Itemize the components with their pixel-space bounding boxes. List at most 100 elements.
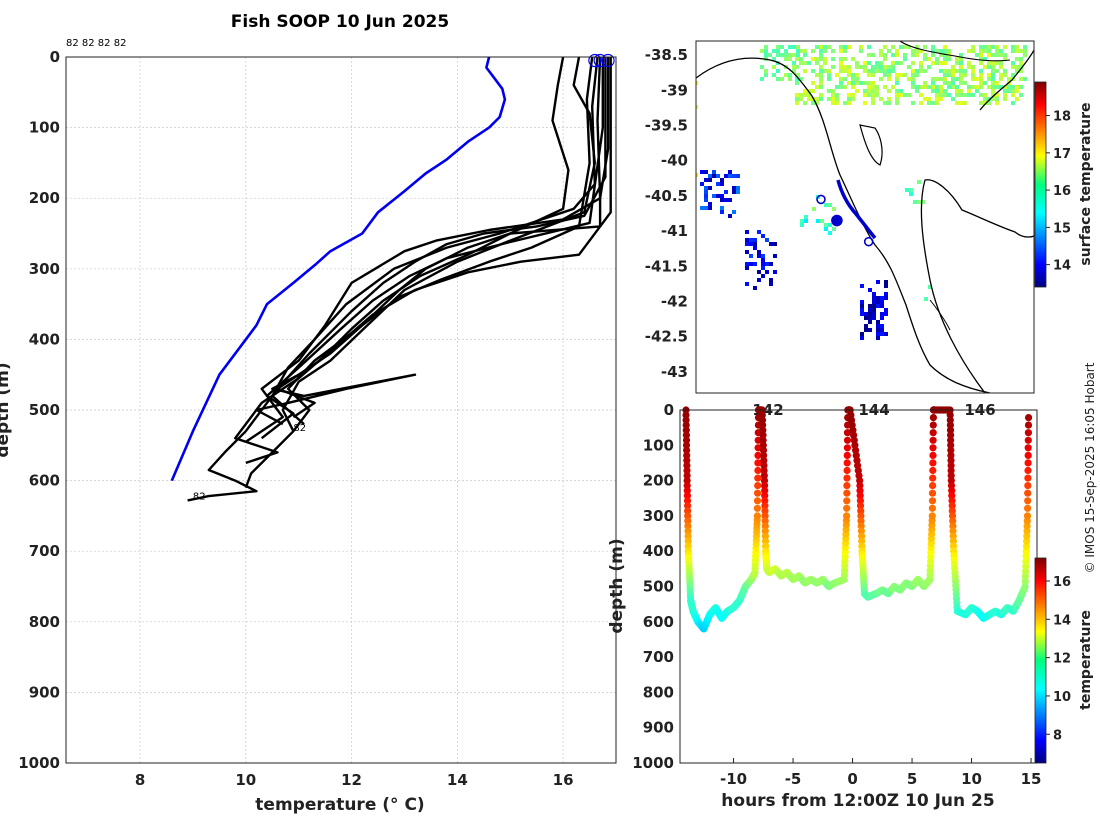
sst-pixel — [860, 312, 864, 316]
profile-annotations: 82 82 — [193, 423, 306, 502]
sst-pixel — [776, 69, 780, 73]
sst-pixel — [884, 280, 888, 284]
sst-pixel — [907, 93, 911, 97]
sst-pixel — [951, 81, 955, 85]
depth-time-point — [762, 542, 770, 550]
sst-pixel — [704, 190, 708, 194]
sst-pixel — [757, 254, 761, 258]
sst-pixel — [887, 69, 891, 73]
sst-pixel — [860, 336, 864, 340]
sst-pixel — [963, 81, 967, 85]
depth-time-point — [754, 489, 762, 497]
sst-pixel — [803, 93, 807, 97]
sst-pixel — [923, 69, 927, 73]
map-lat-tick: -42 — [661, 292, 688, 310]
depth-time-point — [857, 512, 865, 520]
sst-pixels — [696, 45, 1027, 340]
sst-pixel — [1011, 65, 1015, 69]
sst-pixel — [935, 57, 939, 61]
depth-time-point — [683, 492, 692, 500]
sst-pixel — [811, 81, 815, 85]
sst-pixel — [959, 73, 963, 77]
sst-pixel — [716, 182, 720, 186]
depth-time-point — [929, 474, 937, 482]
depth-time-point — [754, 482, 762, 490]
sst-pixel — [879, 97, 883, 101]
depth-time-point — [949, 537, 958, 545]
depth-time-point — [761, 527, 769, 535]
sst-pixel — [979, 57, 983, 61]
sst-pixel — [859, 65, 863, 69]
colorbar-tick-label: 15 — [1053, 221, 1071, 236]
depth-time-point — [1022, 562, 1030, 570]
track-station — [863, 236, 874, 247]
sst-pixel — [1011, 89, 1015, 93]
sst-pixel — [919, 69, 923, 73]
sst-pixel — [827, 69, 831, 73]
sst-pixel — [979, 73, 983, 77]
black-profile-8 — [260, 57, 604, 440]
sst-pixel — [928, 285, 932, 289]
sst-pixel — [764, 73, 768, 77]
sst-pixel — [947, 73, 951, 77]
sst-pixel — [987, 65, 991, 69]
sst-pixel — [943, 61, 947, 65]
y-tick-label: 700 — [29, 542, 60, 560]
sst-pixel — [891, 85, 895, 89]
map-lat-tick: -38.5 — [645, 46, 688, 64]
sst-pixel — [871, 85, 875, 89]
sst-pixel — [863, 93, 867, 97]
sst-pixel — [776, 45, 780, 49]
sst-pixel — [955, 57, 959, 61]
depth-time-point — [761, 522, 769, 530]
colorbar-tick-label: 16 — [1053, 184, 1071, 199]
depth-time-point — [753, 497, 762, 505]
depth-time-point — [683, 461, 691, 470]
depth-time-point — [857, 517, 865, 525]
sst-pixel — [995, 85, 999, 89]
sst-pixel — [979, 93, 983, 97]
y-tick-label: 400 — [643, 542, 674, 560]
sst-pixel — [872, 312, 876, 316]
sst-pixel — [931, 77, 935, 81]
sst-pixel — [831, 57, 835, 61]
depth-time-point — [1023, 532, 1031, 540]
sst-pixel — [939, 97, 943, 101]
sst-pixel — [863, 101, 867, 105]
depth-time-point — [946, 426, 955, 434]
sst-pixel — [736, 186, 740, 190]
sst-pixel — [716, 174, 720, 178]
sst-pixel — [803, 89, 807, 93]
sst-pixel — [909, 188, 913, 192]
sst-pixel — [887, 73, 891, 77]
sst-pixel — [760, 77, 764, 81]
sst-pixel — [745, 242, 749, 246]
chart-title: Fish SOOP 10 Jun 2025 — [231, 12, 449, 32]
sst-pixel — [788, 73, 792, 77]
sst-pixel — [847, 45, 851, 49]
sst-pixel — [847, 101, 851, 105]
sst-pixel — [995, 93, 999, 97]
profile-tick-labels: 8 10 12 14 16 0 100 200 300 400 500 600 700 800 900 100… — [18, 48, 573, 789]
y-tick-label: 400 — [29, 330, 60, 348]
sst-pixel — [795, 93, 799, 97]
sst-pixel — [855, 73, 859, 77]
x-tick-label: 15 — [1021, 770, 1042, 788]
sst-pixel — [884, 332, 888, 336]
sst-pixel — [1015, 57, 1019, 61]
depth-time-point — [843, 436, 852, 444]
imos-credit: © IMOS 15-Sep-2025 16:05 Hobart — [1083, 362, 1097, 573]
sst-pixel — [883, 65, 887, 69]
sst-pixel — [745, 282, 749, 286]
sst-pixel — [784, 73, 788, 77]
sst-pixel — [971, 65, 975, 69]
sst-pixel — [757, 250, 761, 254]
sst-pixel — [764, 45, 768, 49]
sst-pixel — [939, 77, 943, 81]
sst-pixel — [828, 231, 832, 235]
sst-pixel — [911, 49, 915, 53]
sst-pixel — [1019, 93, 1023, 97]
sst-pixel — [883, 73, 887, 77]
sst-pixel — [708, 186, 712, 190]
sst-pixel — [1003, 73, 1007, 77]
